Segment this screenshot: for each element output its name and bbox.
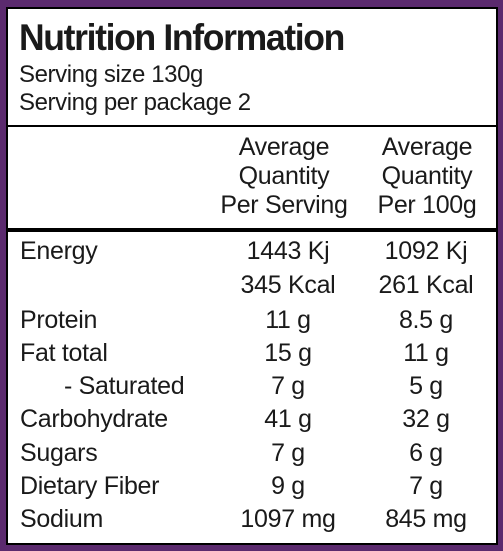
per-100g-value: 5 g (409, 372, 443, 400)
per-100g-value: 8.5 g (398, 306, 454, 334)
nutrient-label: - Saturated (64, 372, 185, 400)
nutrient-row-fat-total: Fat total 15 g 11 g (8, 337, 496, 370)
nutrient-row-energy-kj: Energy 1443 Kj 1092 Kj (8, 235, 496, 268)
per-100g-value: 11 g (403, 339, 449, 367)
nutrient-row-energy-kcal: 345 Kcal 261 Kcal (8, 269, 496, 302)
nutrient-row-protein: Protein 11 g 8.5 g (8, 304, 496, 337)
column-header-line: Per 100g (377, 191, 477, 219)
per-100g-value: 261 Kcal (378, 271, 474, 299)
servings-per-package: Serving per package 2 (19, 89, 251, 116)
serving-size: Serving size 130g (19, 61, 203, 88)
per-serving-value: 9 g (271, 472, 305, 500)
column-header-line: Quantity (238, 162, 330, 190)
panel-title: Nutrition Information (19, 17, 345, 58)
header-divider (8, 125, 496, 127)
column-header-divider (8, 228, 496, 232)
column-header-per-100g: Average Quantity Per 100g (364, 133, 490, 220)
per-serving-value: 345 Kcal (240, 271, 336, 299)
nutrient-label: Fat total (20, 339, 108, 367)
column-header-line: Average (238, 133, 330, 161)
column-header-line: Average (381, 133, 473, 161)
per-serving-value: 7 g (271, 372, 305, 400)
per-100g-value: 1092 Kj (384, 237, 468, 265)
column-header-per-serving: Average Quantity Per Serving (208, 133, 360, 220)
per-100g-value: 845 mg (385, 505, 467, 533)
nutrient-row-sugars: Sugars 7 g 6 g (8, 437, 496, 470)
nutrient-label: Carbohydrate (20, 405, 168, 433)
nutrient-row-sodium: Sodium 1097 mg 845 mg (8, 503, 496, 536)
nutrition-panel: Nutrition Information Serving size 130g … (6, 7, 498, 545)
column-header-line: Per Serving (220, 191, 348, 219)
column-header-line: Quantity (381, 162, 473, 190)
per-serving-value: 1097 mg (240, 505, 336, 533)
nutrient-row-saturated: - Saturated 7 g 5 g (8, 370, 496, 403)
per-100g-value: 32 g (402, 405, 450, 433)
nutrient-label: Sugars (20, 439, 98, 467)
nutrient-label: Energy (20, 237, 98, 265)
per-serving-value: 7 g (271, 439, 305, 467)
nutrient-label: Dietary Fiber (20, 472, 160, 500)
nutrient-row-dietary-fiber: Dietary Fiber 9 g 7 g (8, 470, 496, 503)
per-serving-value: 15 g (264, 339, 312, 367)
nutrient-label: Sodium (20, 505, 103, 533)
per-100g-value: 6 g (409, 439, 443, 467)
nutrient-row-carbohydrate: Carbohydrate 41 g 32 g (8, 403, 496, 436)
per-serving-value: 41 g (264, 405, 312, 433)
panel-header: Nutrition Information Serving size 130g … (19, 15, 488, 117)
nutrient-label: Protein (20, 306, 98, 334)
per-serving-value: 1443 Kj (246, 237, 330, 265)
per-100g-value: 7 g (409, 472, 443, 500)
per-serving-value: 11 g (265, 306, 311, 334)
